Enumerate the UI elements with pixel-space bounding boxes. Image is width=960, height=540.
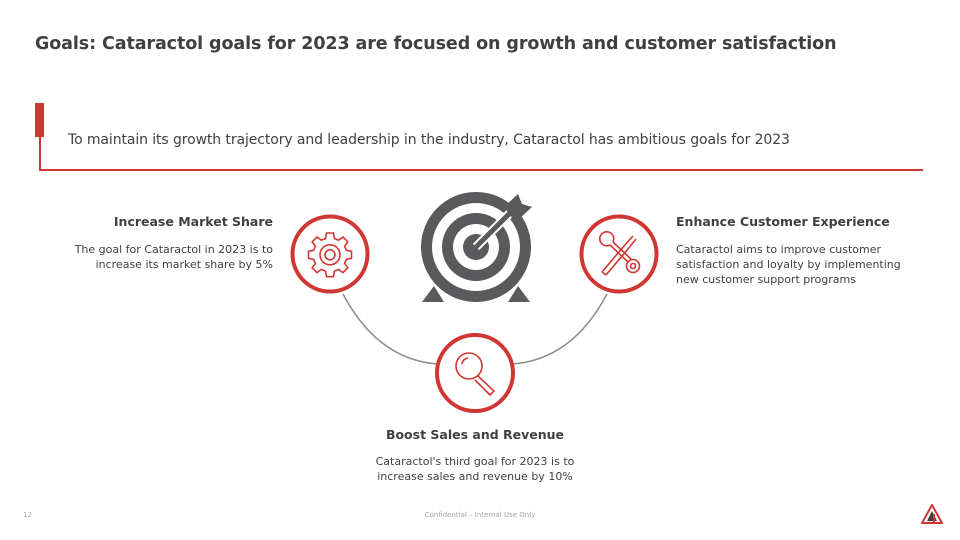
tools-icon (579, 214, 659, 294)
goal-market-share-description: The goal for Cataractol in 2023 is to in… (74, 243, 273, 271)
callout-accent-bar (35, 103, 44, 137)
magnifier-icon (435, 333, 515, 413)
callout-subtitle: To maintain its growth trajectory and le… (68, 132, 790, 148)
gear-icon (290, 214, 370, 294)
goal-customer-experience-description: Cataractol aims to improve customer sati… (676, 243, 901, 286)
connector-arc (342, 293, 608, 365)
company-logo-icon (921, 504, 943, 524)
page-number: 12 (23, 511, 32, 519)
page-title: Goals: Cataractol goals for 2023 are foc… (35, 34, 837, 54)
target-icon (421, 192, 532, 302)
callout-line-vertical (39, 137, 41, 170)
goal-market-share-heading: Increase Market Share (113, 214, 273, 229)
confidential-footer: Confidential – Internal Use Only (424, 511, 536, 519)
goal-sales-revenue-heading: Boost Sales and Revenue (385, 427, 565, 442)
callout-line-horizontal (39, 169, 923, 171)
goal-customer-experience-heading: Enhance Customer Experience (676, 214, 890, 229)
goal-sales-revenue-description: Cataractol's third goal for 2023 is to i… (375, 455, 575, 483)
